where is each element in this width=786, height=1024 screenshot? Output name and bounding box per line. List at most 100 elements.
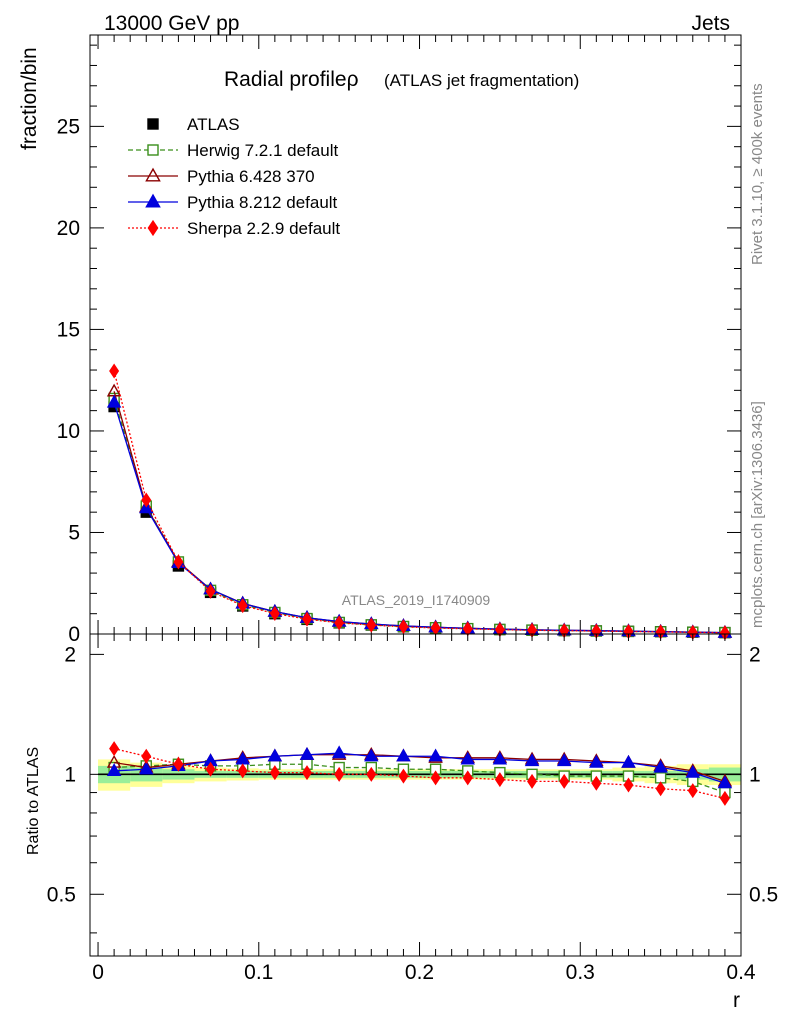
- ratio-y-tick-label-right: 0.5: [749, 883, 778, 906]
- ratio-plot-area: 0.5 0.5 1 1 2 2 0 0.1 0.2 0.3 0.4: [47, 633, 778, 984]
- legend-marker: [147, 219, 159, 237]
- ratio-data-point: [559, 773, 570, 789]
- ratio-y-axis-title: Ratio to ATLAS: [25, 747, 42, 855]
- ratio-data-point: [364, 748, 379, 762]
- ratio-data-point: [527, 773, 538, 789]
- main-data-point: [237, 598, 248, 614]
- x-tick-label: 0.1: [244, 961, 273, 984]
- main-data-point: [173, 554, 184, 570]
- ratio-data-point: [623, 777, 634, 793]
- ratio-data-point: [653, 759, 668, 773]
- legend-marker: [147, 144, 159, 156]
- main-data-point: [334, 615, 345, 631]
- legend-marker: [145, 193, 161, 208]
- main-data-point: [141, 492, 152, 508]
- legend-entry: ATLAS: [147, 115, 240, 134]
- ratio-data-point: [687, 783, 698, 799]
- main-y-axis-title: fraction/bin: [18, 47, 41, 150]
- ratio-data-point: [299, 746, 315, 760]
- main-data-point: [205, 583, 216, 599]
- ratio-data-point: [591, 775, 602, 791]
- energy-label: 13000 GeV pp: [104, 12, 239, 35]
- ratio-data-point: [106, 763, 122, 777]
- ratio-y-tick-label: 1: [64, 763, 76, 786]
- main-plot-area: 0 5 10 15 20 25: [57, 34, 742, 646]
- x-tick-label: 0: [92, 961, 104, 984]
- legend-marker: [147, 118, 159, 130]
- ratio-data-point: [460, 751, 475, 765]
- analysis-label: ATLAS_2019_I1740909: [342, 592, 491, 608]
- chart-title-suffix: (ATLAS jet fragmentation): [384, 71, 579, 90]
- x-tick-label: 0.4: [726, 961, 756, 984]
- ratio-data-point: [719, 790, 730, 806]
- ratio-series-line: [114, 763, 726, 794]
- ratio-data-point: [334, 766, 345, 782]
- ratio-data-point: [141, 748, 152, 764]
- ratio-data-point: [398, 768, 409, 784]
- legend-label: ATLAS: [187, 115, 240, 134]
- legend-label: Pythia 8.212 default: [187, 193, 338, 212]
- ratio-y-tick-label-right: 1: [749, 763, 761, 786]
- ratio-data-point: [685, 764, 701, 778]
- ratio-data-point: [267, 748, 283, 762]
- ratio-data-point: [430, 770, 441, 786]
- ratio-y-tick-label-right: 2: [749, 643, 761, 666]
- main-y-tick-label: 20: [57, 217, 80, 240]
- x-axis-title: r: [733, 989, 740, 1012]
- rivet-label: Rivet 3.1.10, ≥ 400k events: [749, 83, 766, 265]
- x-tick-label: 0.3: [566, 961, 595, 984]
- ratio-data-point: [109, 741, 120, 757]
- legend-label: Sherpa 2.2.9 default: [187, 219, 340, 238]
- ratio-data-point: [717, 775, 733, 789]
- ratio-data-point: [655, 781, 666, 797]
- main-y-tick-label: 15: [57, 318, 80, 341]
- ratio-data-point: [331, 745, 347, 759]
- ratio-data-point: [366, 766, 377, 782]
- ratio-series-line: [114, 752, 726, 784]
- main-data-point: [269, 605, 280, 621]
- ratio-data-point: [269, 765, 280, 781]
- ratio-y-tick-label: 0.5: [47, 883, 76, 906]
- main-data-point: [398, 619, 409, 635]
- main-y-tick-label: 25: [57, 115, 80, 138]
- x-tick-label: 0.2: [405, 961, 434, 984]
- ratio-data-point: [524, 753, 540, 767]
- legend-entry: Herwig 7.2.1 default: [128, 141, 338, 160]
- legend: ATLAS Herwig 7.2.1 default Pythia 6.428 37…: [128, 115, 340, 238]
- ratio-data-point: [556, 753, 572, 767]
- main-data-point: [106, 394, 122, 408]
- main-series-line: [113, 370, 725, 634]
- ratio-data-point: [462, 770, 473, 786]
- ratio-data-point: [492, 751, 508, 765]
- chart-title: Radial profileρ: [224, 68, 359, 91]
- process-label: Jets: [691, 12, 730, 35]
- main-data-point: [109, 363, 120, 379]
- ratio-series-line: [113, 748, 726, 800]
- ratio-data-point: [494, 772, 505, 788]
- ratio-data-point: [428, 748, 443, 762]
- ratio-y-tick-label: 2: [64, 643, 76, 666]
- main-y-tick-label: 5: [68, 521, 80, 544]
- legend-label: Pythia 6.428 370: [187, 167, 315, 186]
- ratio-data-point: [621, 754, 636, 768]
- legend-entry: Pythia 6.428 370: [128, 167, 315, 186]
- ratio-data-point: [396, 748, 411, 762]
- ratio-data-point: [205, 761, 216, 777]
- ratio-series-sherpa-2-2-9-default: [109, 741, 730, 806]
- main-data-point: [366, 617, 377, 633]
- main-data-point: [301, 611, 313, 627]
- mcplots-label: mcplots.cern.ch [arXiv:1306.3436]: [749, 401, 766, 628]
- ratio-plot-frame: [89, 633, 742, 957]
- ratio-data-point: [173, 756, 184, 772]
- legend-entry: Sherpa 2.2.9 default: [128, 219, 340, 238]
- legend-marker: [145, 167, 161, 182]
- main-y-tick-label: 10: [57, 420, 80, 443]
- main-y-tick-label: 0: [68, 623, 80, 646]
- legend-label: Herwig 7.2.1 default: [187, 141, 338, 160]
- ratio-data-point: [237, 763, 248, 779]
- ratio-data-point: [589, 754, 604, 768]
- ratio-data-point: [139, 761, 154, 775]
- legend-entry: Pythia 8.212 default: [128, 193, 338, 212]
- ratio-data-point: [301, 765, 313, 781]
